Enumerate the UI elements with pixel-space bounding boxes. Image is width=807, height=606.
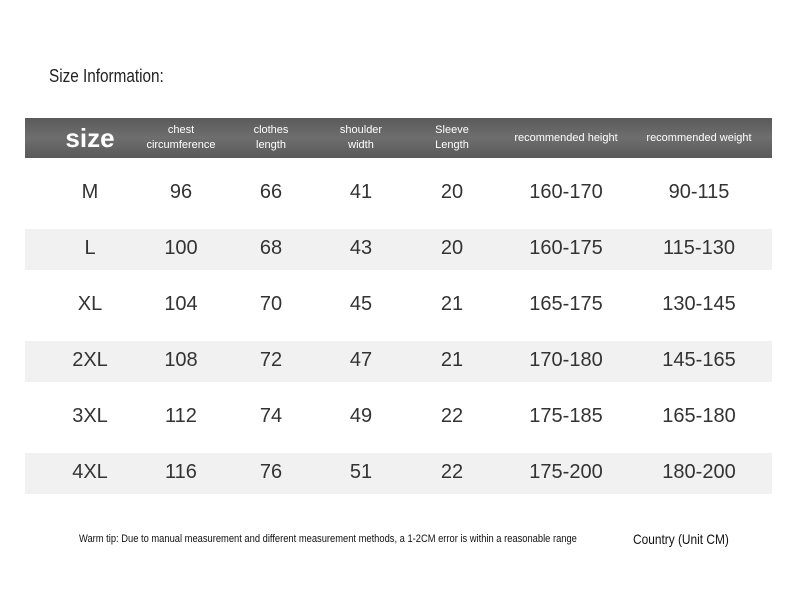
- table-cell: 43: [349, 237, 373, 259]
- table-cell: 115-130: [663, 237, 735, 259]
- table-cell: 22: [440, 461, 464, 483]
- header-cell: chest circumference: [146, 124, 216, 151]
- row-stripe: [25, 453, 772, 494]
- table-cell: 66: [259, 181, 283, 203]
- table-cell: 74: [259, 405, 283, 427]
- row-stripe: [25, 341, 772, 382]
- table-cell: 49: [349, 405, 373, 427]
- table-cell: 68: [259, 237, 283, 259]
- table-cell: 165-175: [529, 293, 603, 315]
- unit-note: Country (Unit CM): [633, 531, 729, 547]
- header-cell: size: [65, 122, 115, 153]
- table-cell: 21: [440, 293, 464, 315]
- table-cell: 70: [259, 293, 283, 315]
- table-cell: 47: [349, 349, 373, 371]
- table-cell: L: [84, 237, 96, 259]
- table-cell: 72: [259, 349, 283, 371]
- table-cell: 41: [349, 181, 373, 203]
- table-cell: 170-180: [529, 349, 603, 371]
- table-cell: 160-170: [529, 181, 603, 203]
- table-cell: XL: [77, 293, 103, 315]
- table-cell: 3XL: [72, 405, 108, 427]
- table-cell: 116: [165, 461, 197, 483]
- header-cell: shoulder width: [339, 124, 383, 151]
- table-cell: 20: [440, 181, 464, 203]
- table-cell: 21: [440, 349, 464, 371]
- header-cell: clothes length: [253, 124, 289, 151]
- table-cell: 20: [440, 237, 464, 259]
- table-cell: 104: [164, 293, 198, 315]
- warm-tip: Warm tip: Due to manual measurement and …: [79, 533, 577, 545]
- table-cell: 112: [165, 405, 197, 427]
- table-cell: 2XL: [72, 349, 108, 371]
- table-cell: 90-115: [668, 181, 730, 203]
- header-cell: Sleeve Length: [435, 124, 469, 151]
- table-cell: 76: [259, 461, 283, 483]
- row-stripe: [25, 229, 772, 270]
- table-cell: 22: [440, 405, 464, 427]
- table-cell: 175-200: [529, 461, 603, 483]
- table-header: size chest circumference clothes length sho…: [25, 118, 772, 158]
- table-cell: 51: [349, 461, 373, 483]
- table-cell: 130-145: [662, 293, 736, 315]
- header-cell: recommended height: [514, 131, 618, 144]
- table-cell: 180-200: [662, 461, 736, 483]
- table-cell: 96: [169, 181, 193, 203]
- table-cell: M: [81, 181, 99, 203]
- table-cell: 175-185: [529, 405, 603, 427]
- table-cell: 100: [164, 237, 198, 259]
- table-cell: 45: [349, 293, 373, 315]
- title: Size Information:: [49, 66, 164, 86]
- header-cell: recommended weight: [646, 131, 752, 144]
- table-cell: 165-180: [662, 405, 736, 427]
- table-cell: 4XL: [72, 461, 108, 483]
- table-cell: 160-175: [529, 237, 603, 259]
- table-cell: 108: [164, 349, 198, 371]
- table-cell: 145-165: [662, 349, 736, 371]
